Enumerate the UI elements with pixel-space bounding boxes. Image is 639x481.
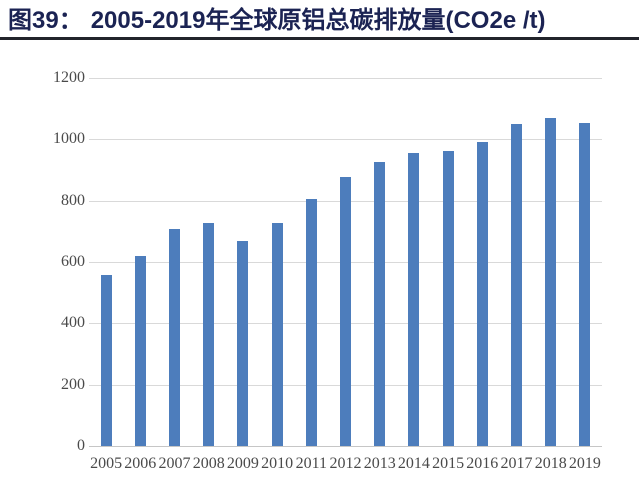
bar-2015 bbox=[442, 151, 454, 446]
x-tick-label: 2019 bbox=[568, 455, 601, 472]
x-tick-label: 2011 bbox=[295, 455, 327, 472]
bar-2005 bbox=[100, 275, 112, 446]
figure-number-label: 图39： bbox=[8, 7, 83, 34]
bar-2008 bbox=[203, 223, 215, 446]
x-tick-label: 2014 bbox=[397, 455, 430, 472]
x-axis-line bbox=[89, 446, 602, 447]
x-tick-label: 2010 bbox=[261, 455, 294, 472]
bar-2007 bbox=[169, 229, 180, 446]
y-tick-label: 800 bbox=[61, 191, 85, 209]
x-tick-label: 2012 bbox=[329, 455, 362, 472]
x-tick-label: 2005 bbox=[90, 455, 123, 472]
bar-2017 bbox=[511, 123, 522, 446]
bar-2013 bbox=[374, 162, 386, 446]
bar-2014 bbox=[408, 152, 420, 446]
x-tick-label: 2008 bbox=[192, 455, 225, 472]
x-tick-label: 2009 bbox=[226, 455, 259, 472]
bar-2006 bbox=[134, 256, 146, 446]
x-tick-label: 2007 bbox=[158, 455, 191, 472]
x-tick-label: 2018 bbox=[534, 455, 567, 472]
figure-title-text: 2005-2019年全球原铝总碳排放量(CO2e /t) bbox=[90, 7, 546, 34]
bar-2011 bbox=[305, 199, 317, 446]
gridline bbox=[89, 139, 602, 141]
bar-2012 bbox=[340, 177, 351, 446]
bar-2009 bbox=[237, 240, 249, 446]
bar-2010 bbox=[271, 223, 283, 446]
x-tick-label: 2013 bbox=[363, 455, 396, 472]
y-tick-label: 400 bbox=[61, 314, 85, 332]
x-tick-label: 2006 bbox=[124, 455, 157, 472]
x-tick-label: 2017 bbox=[500, 455, 533, 472]
y-tick-label: 1000 bbox=[53, 130, 85, 148]
y-tick-label: 200 bbox=[61, 375, 85, 393]
x-tick-label: 2015 bbox=[432, 455, 465, 472]
figure-header: 图39： 2005-2019年全球原铝总碳排放量(CO2e /t) bbox=[0, 0, 639, 40]
bar-2018 bbox=[545, 118, 557, 446]
bar-2016 bbox=[476, 142, 488, 446]
x-tick-label: 2016 bbox=[466, 455, 499, 472]
gridline bbox=[89, 78, 602, 79]
y-tick-label: 0 bbox=[77, 437, 85, 454]
bar-2019 bbox=[579, 123, 591, 446]
y-tick-label: 1200 bbox=[53, 69, 85, 86]
y-tick-label: 600 bbox=[61, 253, 85, 270]
